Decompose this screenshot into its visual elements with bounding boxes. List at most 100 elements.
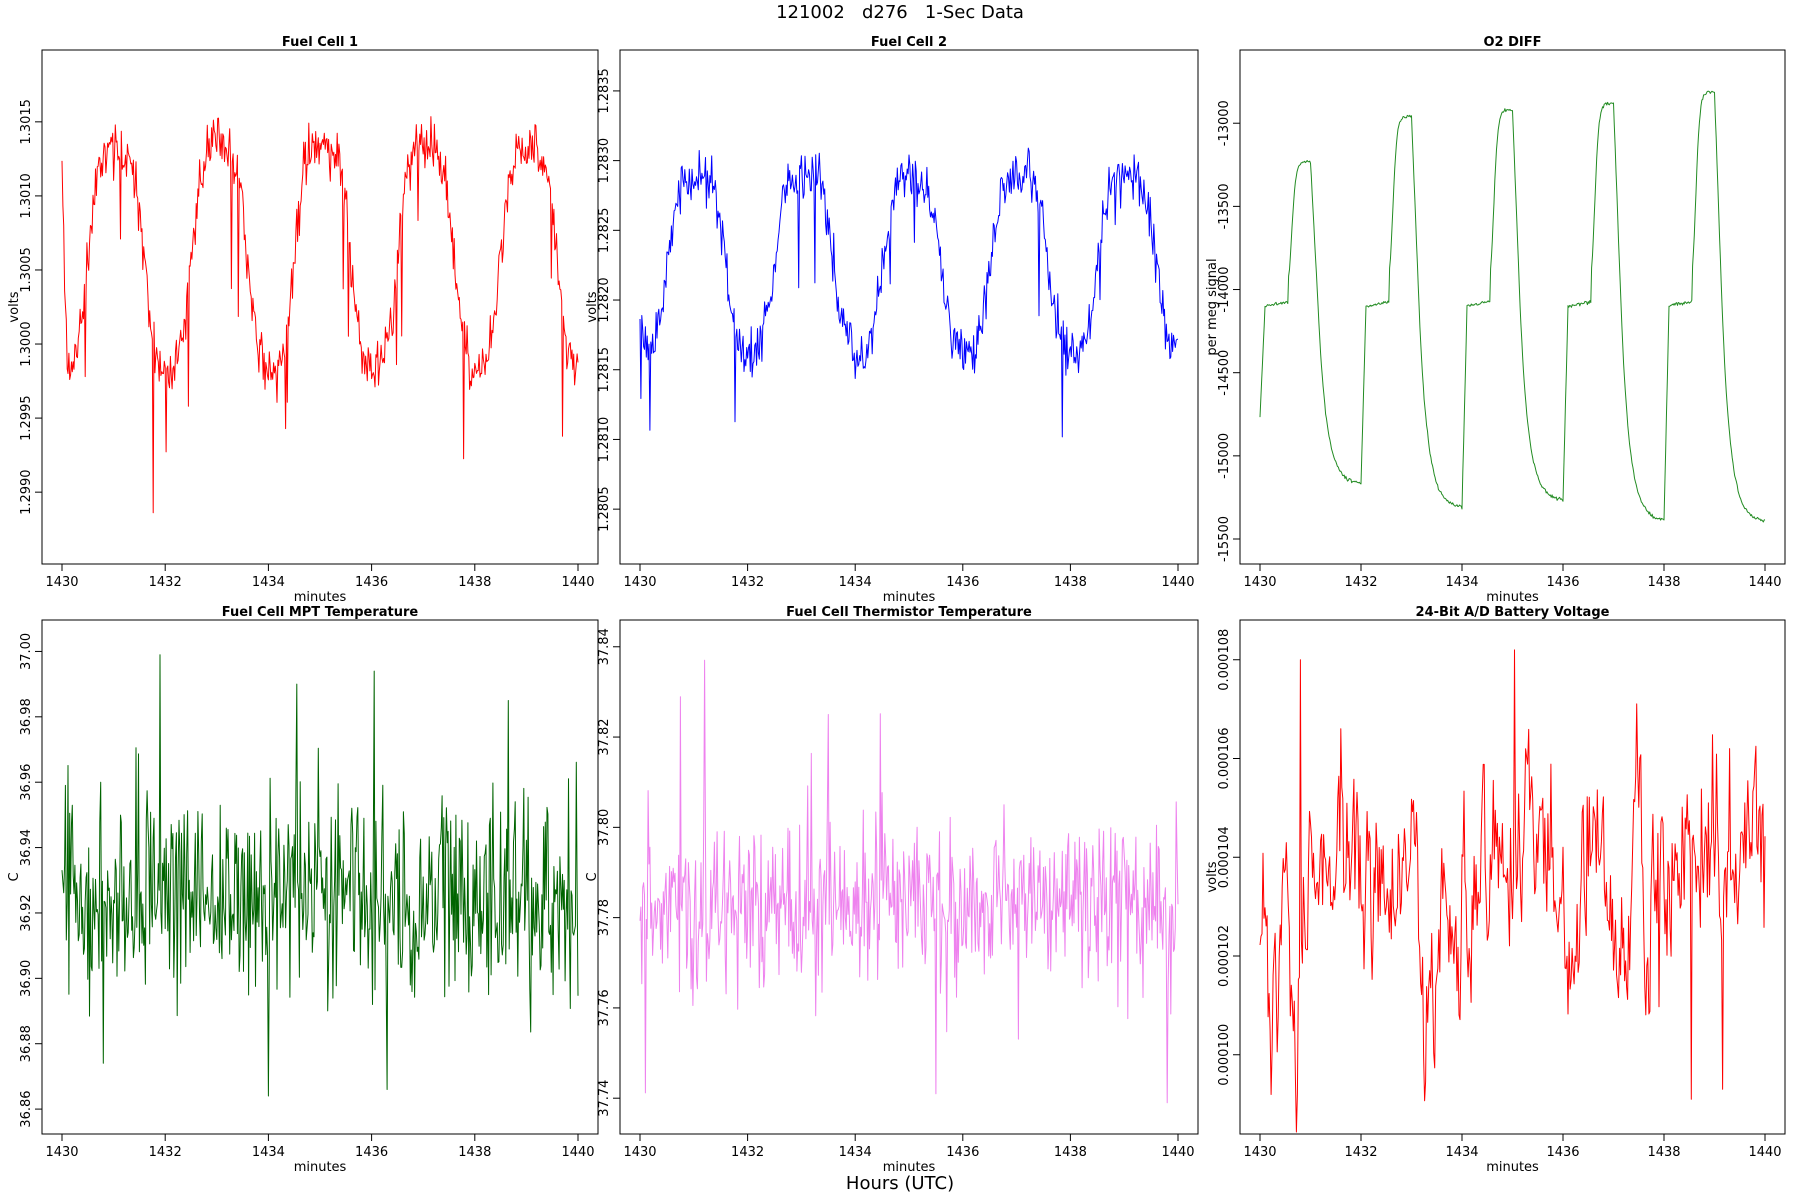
y-tick-label: 36.94	[19, 829, 34, 866]
y-tick-label: 36.98	[19, 698, 34, 735]
y-tick-label: 1.2835	[597, 68, 612, 114]
x-tick-label: 1438	[1054, 575, 1087, 590]
y-tick-label: 0.000106	[1217, 727, 1232, 789]
y-axis-label: volts	[1205, 861, 1220, 892]
x-axis-label: minutes	[883, 590, 936, 605]
x-tick-label: 1434	[252, 575, 285, 590]
x-tick-label: 1436	[1546, 575, 1579, 590]
chart-panel-3: O2 DIFF 1430 1432 1434 1436 1438 1440 minutes -1…	[1205, 35, 1786, 605]
x-tick-label: 1430	[623, 1145, 656, 1160]
chart-panel-2: Fuel Cell 2 1430 1432 1434 1436 1438 1440 minut…	[585, 35, 1199, 605]
y-tick-label: 37.78	[597, 899, 612, 936]
y-tick-label: 37.80	[597, 809, 612, 846]
x-tick-label: 1430	[1243, 1145, 1276, 1160]
y-tick-label: 37.74	[597, 1080, 612, 1117]
y-axis-label: volts	[585, 291, 600, 322]
series-line	[639, 659, 1179, 1104]
plot-frame	[619, 49, 1199, 565]
chart-title: Fuel Cell 1	[282, 35, 358, 50]
y-tick-label: -15500	[1217, 516, 1232, 562]
y-tick-label: 0.000108	[1217, 629, 1232, 691]
series-line	[1259, 649, 1766, 1133]
y-tick-label: 0.000100	[1217, 1024, 1232, 1086]
x-tick-label: 1434	[1445, 1145, 1478, 1160]
series-line	[61, 116, 579, 514]
plot-frame	[41, 619, 599, 1135]
chart-panel-4: Fuel Cell MPT Temperature 1430 1432 1434 143…	[7, 605, 599, 1175]
y-tick-label: 36.90	[19, 960, 34, 997]
chart-panel-1: Fuel Cell 1 1430 1432 1434 1436 1438 1440 minut…	[7, 35, 599, 605]
y-tick-label: 37.84	[597, 628, 612, 665]
chart-panel-5: Fuel Cell Thermistor Temperature 1430 1432…	[585, 605, 1199, 1175]
x-tick-label: 1440	[561, 1145, 594, 1160]
y-tick-label: 37.00	[19, 633, 34, 670]
y-tick-label: 1.2815	[597, 347, 612, 393]
y-axis-label: C	[7, 872, 22, 881]
y-tick-label: 1.2805	[597, 486, 612, 532]
chart-panel-6: 24-Bit A/D Battery Voltage 1430 1432 1434 14…	[1205, 605, 1786, 1175]
x-tick-label: 1432	[1344, 1145, 1377, 1160]
x-tick-label: 1434	[252, 1145, 285, 1160]
y-tick-label: 36.92	[19, 894, 34, 931]
x-tick-label: 1438	[1647, 575, 1680, 590]
x-tick-label: 1438	[1647, 1145, 1680, 1160]
series-line	[1259, 90, 1766, 523]
x-tick-label: 1438	[458, 575, 491, 590]
x-tick-label: 1434	[839, 1145, 872, 1160]
x-tick-label: 1436	[1546, 1145, 1579, 1160]
x-tick-label: 1438	[458, 1145, 491, 1160]
plot-frame	[41, 49, 599, 565]
x-tick-label: 1432	[731, 575, 764, 590]
y-tick-label: 1.3010	[19, 173, 34, 219]
y-axis-label: per meg signal	[1205, 258, 1220, 355]
y-tick-label: 36.96	[19, 764, 34, 801]
y-tick-label: 1.3000	[19, 321, 34, 367]
chart-title: Fuel Cell 2	[871, 35, 947, 50]
outer-x-axis-label: Hours (UTC)	[845, 1173, 955, 1194]
x-tick-label: 1436	[946, 575, 979, 590]
y-tick-label: 36.88	[19, 1025, 34, 1062]
chart-title: Fuel Cell Thermistor Temperature	[786, 605, 1032, 620]
y-axis-label: C	[585, 872, 600, 881]
x-tick-label: 1436	[355, 575, 388, 590]
y-tick-label: -15000	[1217, 433, 1232, 479]
y-tick-label: 1.2990	[19, 469, 34, 515]
x-tick-label: 1440	[1748, 1145, 1781, 1160]
y-axis-label: volts	[7, 291, 22, 322]
x-tick-label: 1432	[149, 1145, 182, 1160]
x-axis-label: minutes	[883, 1160, 936, 1175]
y-tick-label: 1.3005	[19, 247, 34, 293]
x-axis-label: minutes	[1486, 590, 1539, 605]
y-tick-label: 1.3015	[19, 99, 34, 145]
y-tick-label: 1.2825	[597, 208, 612, 254]
chart-title: O2 DIFF	[1483, 35, 1541, 50]
x-tick-label: 1440	[1161, 575, 1194, 590]
x-axis-label: minutes	[1486, 1160, 1539, 1175]
y-tick-label: -13000	[1217, 100, 1232, 146]
series-line	[639, 147, 1179, 438]
page-title: 121002 d276 1-Sec Data	[776, 2, 1024, 23]
y-tick-label: 1.2820	[597, 277, 612, 323]
x-tick-label: 1430	[1243, 575, 1276, 590]
x-tick-label: 1430	[45, 1145, 78, 1160]
y-tick-label: -14500	[1217, 350, 1232, 396]
y-tick-label: 1.2995	[19, 395, 34, 441]
y-tick-label: 0.000104	[1217, 826, 1232, 888]
x-tick-label: 1434	[839, 575, 872, 590]
y-tick-label: 0.000102	[1217, 925, 1232, 987]
y-tick-label: 37.82	[597, 718, 612, 755]
chart-title: 24-Bit A/D Battery Voltage	[1416, 605, 1610, 620]
x-tick-label: 1432	[731, 1145, 764, 1160]
series-line	[61, 654, 579, 1097]
plot-frame	[1239, 49, 1786, 565]
x-tick-label: 1440	[1161, 1145, 1194, 1160]
x-axis-label: minutes	[294, 1160, 347, 1175]
y-tick-label: -14000	[1217, 267, 1232, 313]
x-tick-label: 1436	[946, 1145, 979, 1160]
x-tick-label: 1440	[1748, 575, 1781, 590]
x-tick-label: 1430	[45, 575, 78, 590]
x-tick-label: 1432	[1344, 575, 1377, 590]
x-tick-label: 1430	[623, 575, 656, 590]
